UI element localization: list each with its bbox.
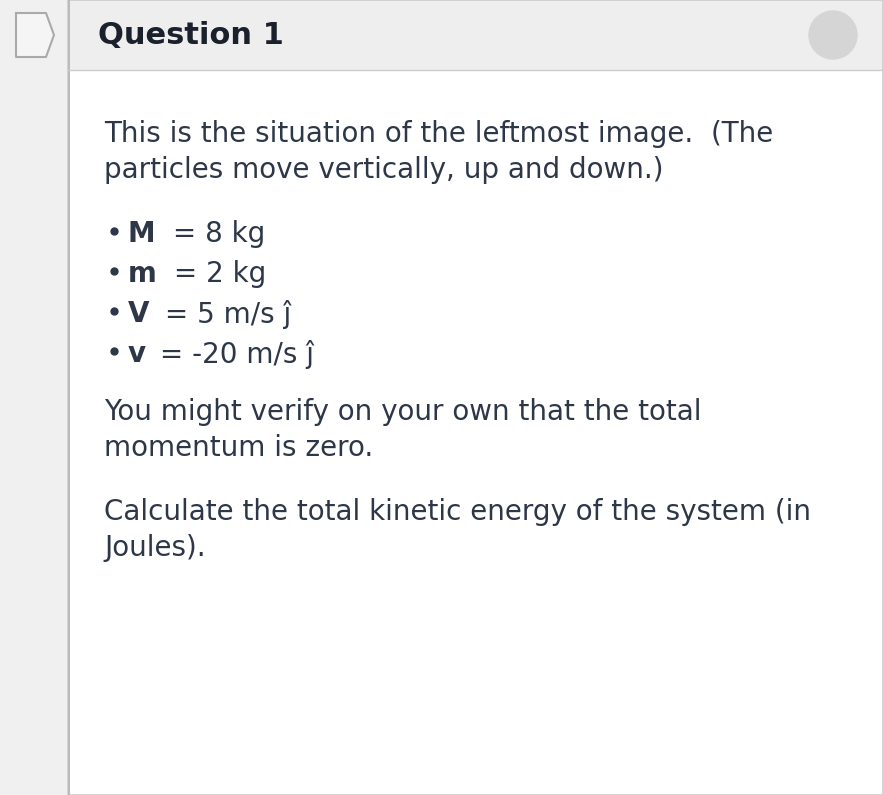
Text: Question 1: Question 1 [98, 21, 283, 49]
Text: v: v [128, 340, 146, 368]
Text: V: V [128, 300, 149, 328]
Text: m: m [128, 260, 157, 288]
Circle shape [809, 11, 857, 59]
Text: = 8 kg: = 8 kg [163, 220, 265, 248]
Text: = 5 m/s ĵ: = 5 m/s ĵ [155, 300, 291, 329]
Text: = -20 m/s ĵ: = -20 m/s ĵ [151, 340, 314, 369]
Text: This is the situation of the leftmost image.  (The: This is the situation of the leftmost im… [104, 120, 774, 148]
Bar [68, 0, 70, 795]
Text: momentum is zero.: momentum is zero. [104, 434, 374, 462]
Text: Calculate the total kinetic energy of the system (in: Calculate the total kinetic energy of th… [104, 498, 811, 526]
Text: Joules).: Joules). [104, 534, 206, 562]
Polygon shape [16, 13, 54, 57]
Text: particles move vertically, up and down.): particles move vertically, up and down.) [104, 156, 663, 184]
Text: You might verify on your own that the total: You might verify on your own that the to… [104, 398, 701, 426]
Text: M: M [128, 220, 155, 248]
Bar [68, 0, 883, 70]
Text: = 2 kg: = 2 kg [165, 260, 267, 288]
